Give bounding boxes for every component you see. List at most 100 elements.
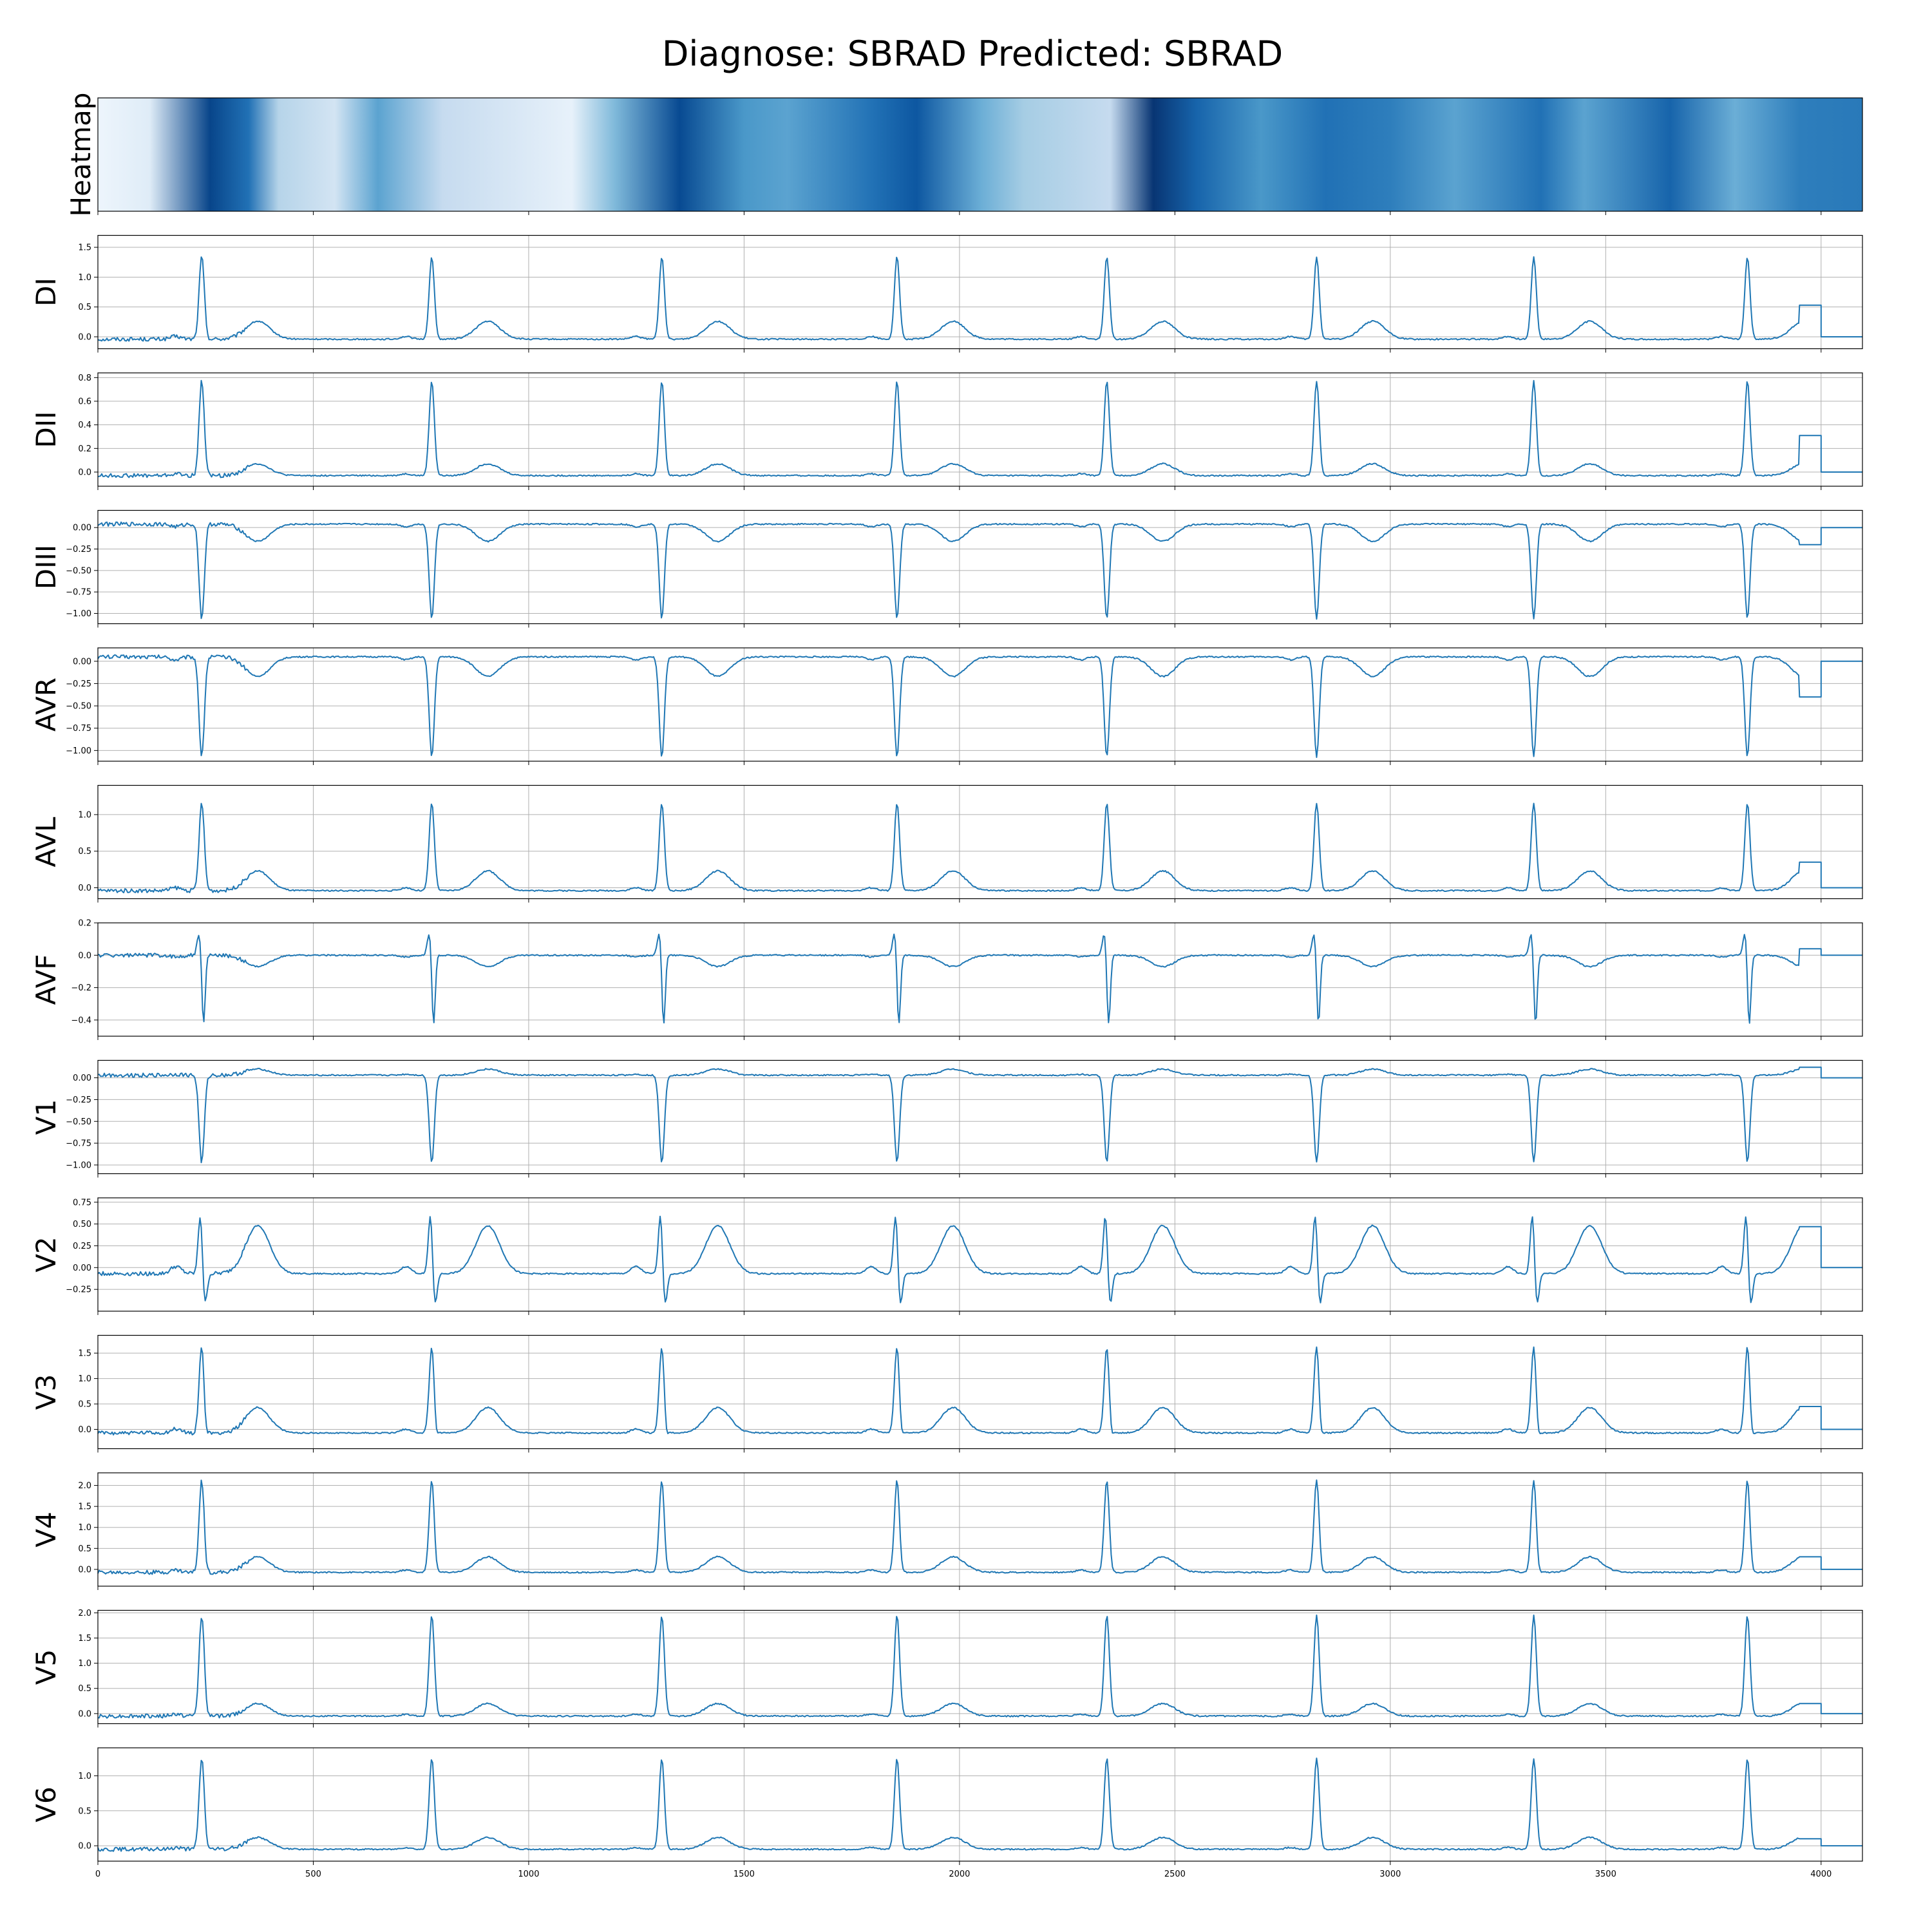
y-tick-label: 0.5: [78, 1684, 91, 1694]
panels-container: Heatmap0.00.51.01.5DI0.00.20.40.60.8DII0…: [30, 93, 1863, 1879]
x-tick-label: 3000: [1379, 1870, 1401, 1879]
heatmap-strip: [98, 98, 1862, 211]
y-tick-label: 0.00: [73, 657, 91, 667]
lead-label-avl: AVL: [30, 817, 62, 867]
y-tick-label: −1.00: [66, 609, 91, 619]
y-tick-label: 2.0: [78, 1609, 91, 1618]
x-tick-label: 1000: [518, 1870, 539, 1879]
y-tick-label: 0.0: [78, 951, 91, 961]
panel-v5: 0.0 0.5 1.0 1.5 2.0 V5: [30, 1609, 1863, 1728]
panel-frame: [97, 372, 1863, 487]
figure-title: Diagnose: SBRAD Predicted: SBRAD: [662, 33, 1283, 74]
y-tick-label: 0.5: [78, 1544, 91, 1554]
lead-label-avf: AVF: [30, 954, 62, 1005]
y-tick-label: −0.50: [66, 702, 91, 712]
y-tick-label: 0.00: [73, 524, 91, 533]
panel-diii: 0.00 −0.25 −0.50 −0.75 −1.00 DIII: [30, 509, 1863, 628]
y-tick-label: −0.50: [66, 1117, 91, 1127]
y-tick-label: −0.75: [66, 1139, 91, 1149]
lead-label-v1: V1: [30, 1099, 62, 1135]
panel-v3: 0.0 0.5 1.0 1.5 V3: [30, 1334, 1863, 1453]
x-tick-label: 500: [305, 1870, 321, 1879]
y-tick-label: −0.25: [66, 679, 91, 689]
y-tick-label: 0.2: [78, 919, 91, 929]
y-tick-label: −0.75: [66, 724, 91, 734]
trace-avl: [97, 802, 1862, 894]
panel-frame: [97, 1059, 1863, 1175]
panel-frame: [97, 509, 1863, 625]
panel-frame: [97, 1609, 1863, 1725]
panel-avf: 0.2 0.0 −0.2 −0.4 AVF: [30, 919, 1863, 1040]
y-tick-label: 0.4: [78, 421, 91, 430]
panel-dii: 0.0 0.2 0.4 0.6 0.8 DII: [30, 372, 1863, 490]
x-tick-label: 0: [95, 1870, 100, 1879]
y-tick-label: 1.5: [78, 1502, 91, 1512]
panel-frame: [97, 1747, 1863, 1862]
panel-frame: [97, 1472, 1863, 1587]
y-tick-label: −1.00: [66, 1160, 91, 1170]
trace-avf: [97, 933, 1862, 1024]
y-tick-label: −0.50: [66, 566, 91, 576]
trace-v5: [97, 1615, 1862, 1719]
y-tick-label: 0.2: [78, 444, 91, 454]
y-tick-label: 1.0: [78, 1374, 91, 1384]
panel-avr: 0.00 −0.25 −0.50 −0.75 −1.00 AVR: [30, 647, 1863, 765]
y-tick-label: 0.0: [78, 884, 91, 893]
y-tick-label: 1.0: [78, 1772, 91, 1781]
y-tick-label: 0.0: [78, 1565, 91, 1575]
panel-frame: [97, 647, 1863, 762]
y-tick-label: −0.4: [71, 1016, 91, 1025]
y-tick-label: −1.00: [66, 746, 91, 756]
y-tick-label: 0.75: [73, 1198, 91, 1208]
panel-di: 0.0 0.5 1.0 1.5 DI: [30, 234, 1863, 353]
heatmap-frame: [97, 97, 1863, 212]
trace-avr: [97, 654, 1862, 758]
panel-frame: [97, 1334, 1863, 1450]
y-tick-label: 1.0: [78, 1523, 91, 1533]
lead-label-v2: V2: [30, 1236, 62, 1272]
lead-label-v6: V6: [30, 1786, 62, 1822]
trace-v6: [97, 1757, 1862, 1852]
heatmap-label: Heatmap: [65, 93, 97, 217]
lead-label-di: DI: [30, 278, 62, 307]
y-tick-label: 2.0: [78, 1481, 91, 1491]
x-tick-label: 3500: [1595, 1870, 1616, 1879]
y-tick-label: −0.2: [71, 983, 91, 993]
y-tick-label: 0.0: [78, 332, 91, 342]
y-tick-label: 0.5: [78, 847, 91, 857]
x-tick-label: 2500: [1164, 1870, 1186, 1879]
trace-di: [97, 256, 1862, 342]
panel-frame: [97, 784, 1863, 900]
trace-diii: [97, 521, 1862, 620]
y-tick-label: 0.00: [73, 1264, 91, 1273]
trace-v2: [97, 1215, 1862, 1303]
y-tick-label: 1.0: [78, 273, 91, 283]
lead-label-dii: DII: [30, 411, 62, 448]
lead-label-avr: AVR: [30, 677, 62, 732]
y-tick-label: 0.5: [78, 303, 91, 312]
y-tick-label: −0.25: [66, 1285, 91, 1295]
panel-v2: 0.75 0.50 0.25 0.00 −0.25 V2: [30, 1197, 1863, 1315]
y-tick-label: 0.0: [78, 468, 91, 478]
y-tick-label: 0.6: [78, 397, 91, 407]
y-tick-label: 1.5: [78, 1349, 91, 1359]
panel-avl: 0.0 0.5 1.0 AVL: [30, 784, 1863, 903]
lead-label-diii: DIII: [30, 545, 62, 590]
y-tick-label: 0.8: [78, 374, 91, 383]
y-tick-label: 1.0: [78, 1659, 91, 1669]
lead-label-v3: V3: [30, 1374, 62, 1410]
y-tick-label: −0.25: [66, 545, 91, 554]
y-tick-label: 1.5: [78, 1634, 91, 1643]
y-tick-label: 0.0: [78, 1425, 91, 1435]
y-tick-label: 0.0: [78, 1842, 91, 1852]
lead-label-v5: V5: [30, 1649, 62, 1685]
panel-v4: 0.0 0.5 1.0 1.5 2.0 V4: [30, 1472, 1863, 1590]
y-tick-label: −0.25: [66, 1095, 91, 1105]
y-tick-label: 0.0: [78, 1709, 91, 1719]
y-tick-label: 1.0: [78, 810, 91, 820]
x-tick-label: 1500: [734, 1870, 755, 1879]
panel-frame: [97, 1197, 1863, 1312]
panel-frame: [97, 922, 1863, 1037]
